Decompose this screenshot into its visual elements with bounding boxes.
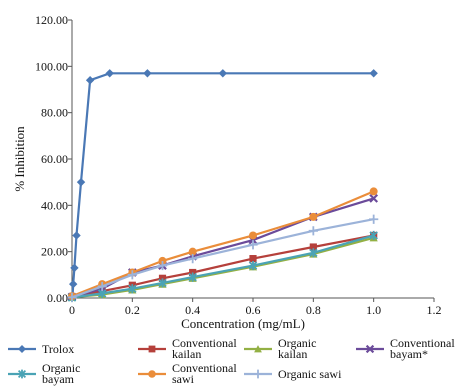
data-point [143,69,152,78]
y-tick-label: 40.00 [41,198,68,212]
legend-swatch-marker [254,345,262,353]
data-point [369,69,378,78]
data-point [158,256,167,265]
data-point [85,76,95,85]
data-point [249,255,257,263]
y-tick-label: 100.00 [35,59,68,73]
data-point [72,231,81,240]
data-point [249,231,257,240]
legend-label: Organic kailan [278,336,316,361]
y-tick-label: 120.00 [35,13,68,27]
x-tick-label: 1.2 [427,303,442,317]
data-point [308,226,318,236]
data-point [309,212,318,221]
data-point [69,279,78,289]
data-point [218,69,228,78]
data-point [70,263,79,273]
data-point [189,268,197,277]
y-axis-title: % Inhibition [12,126,27,192]
data-point [67,292,77,302]
x-tick-label: 1.0 [366,303,381,317]
legend-item: Organic kailan [244,336,316,361]
legend-swatch-marker [148,345,156,353]
y-tick-label: 0.00 [47,291,68,305]
data-point [97,281,107,292]
legend-swatch-marker [365,344,375,354]
y-tick-label: 60.00 [41,152,68,166]
legend-item: Trolox [8,342,74,356]
data-point [309,243,317,251]
data-point [158,274,167,282]
y-tick-label: 80.00 [41,106,68,120]
legend-item: Conventional kailan [138,336,237,361]
legend-swatch-marker [18,345,26,353]
legend-swatch-marker [17,369,27,379]
data-point [188,254,198,264]
legend-label: Organic sawi [278,367,342,381]
x-axis-title: Concentration (mg/mL) [181,316,305,331]
series-line [71,234,374,298]
data-point [105,69,114,78]
data-point [128,284,137,294]
series-line [71,236,374,299]
x-tick-label: 0.8 [306,303,321,317]
data-point [248,240,258,250]
series-line [71,234,375,299]
series-line [71,218,374,299]
legend-item: Organic bayam [8,361,80,386]
x-tick-label: 0.2 [125,303,140,317]
data-point [369,230,378,241]
data-point [188,272,197,282]
legend-label: Conventional kailan [172,336,237,361]
x-tick-label: 0 [69,303,75,317]
data-point [188,247,197,256]
x-tick-label: 0.4 [185,303,200,317]
data-point [157,260,168,271]
data-point [127,270,137,280]
series-layer [67,69,379,303]
legend: Trolox Conventional kailan Organic kailan Con… [8,336,455,386]
data-point [369,214,379,224]
data-point [76,177,86,187]
data-point [248,260,258,271]
series-4 [67,230,378,303]
series-6 [67,214,379,302]
legend-label: Conventional bayam* [390,336,455,361]
legend-item: Conventional bayam* [356,336,455,361]
legend-label: Conventional sawi [172,361,237,386]
legend-item: Conventional sawi [138,361,237,386]
legend-label: Trolox [42,342,74,356]
series-line [71,72,374,296]
data-point [369,187,378,196]
y-tick-label: 20.00 [41,245,68,259]
legend-item: Organic sawi [244,367,342,381]
legend-swatch-marker [148,370,156,378]
x-tick-label: 0.6 [246,303,261,317]
series-line [71,190,375,298]
data-point [158,278,167,288]
series-1 [68,231,378,301]
data-point [309,248,318,258]
legend-swatch-marker [253,369,263,379]
data-point [369,194,379,203]
axes: 0.00 20.00 40.00 60.00 80.00 100.00 120.00 0 0.2… [35,13,442,317]
legend-label: Organic bayam [42,361,80,386]
